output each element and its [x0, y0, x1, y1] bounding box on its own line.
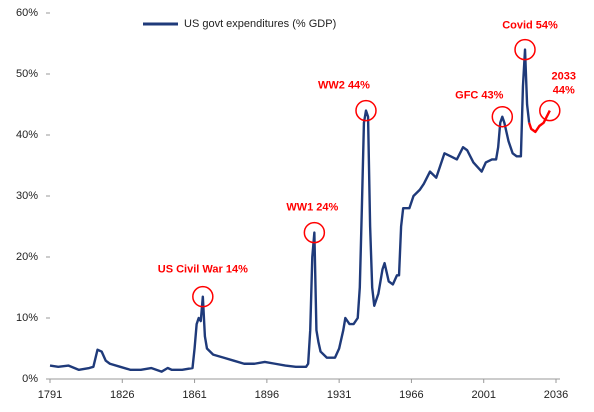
x-tick-label: 1826 [110, 389, 134, 401]
x-tick-label: 2001 [471, 389, 495, 401]
annotation-label: US Civil War 14% [158, 264, 248, 276]
annotation-label: WW2 44% [318, 80, 370, 92]
y-tick-label: 40% [16, 129, 38, 141]
annotation-label: Covid 54% [502, 20, 558, 32]
series-line [49, 48, 531, 373]
annotation-circle [491, 105, 514, 128]
y-tick-label: 0% [22, 373, 38, 385]
annotation-circle [539, 99, 561, 122]
x-tick-label: 2036 [544, 389, 568, 401]
y-tick-label: 50% [16, 68, 38, 80]
x-tick-label: 1896 [255, 389, 279, 401]
annotation-label: WW1 24% [286, 202, 338, 214]
annotation-label: GFC 43% [455, 90, 504, 102]
y-tick-label: 10% [16, 312, 38, 324]
annotation-circle [355, 99, 377, 122]
y-tick-label: 60% [16, 7, 38, 19]
y-tick-label: 20% [16, 251, 38, 263]
y-tick-label: 30% [16, 190, 38, 202]
series-line [528, 110, 551, 134]
legend-label: US govt expenditures (% GDP) [184, 18, 336, 30]
x-tick-label: 1861 [182, 389, 206, 401]
annotation-circle [303, 221, 326, 244]
x-tick-label: 1791 [38, 389, 62, 401]
annotation-circle [514, 38, 536, 61]
annotation-label: 2033 [552, 71, 576, 83]
annotation-circle [192, 285, 214, 308]
x-tick-label: 1966 [399, 389, 423, 401]
annotation-label: 44% [553, 85, 575, 97]
x-tick-label: 1931 [327, 389, 351, 401]
